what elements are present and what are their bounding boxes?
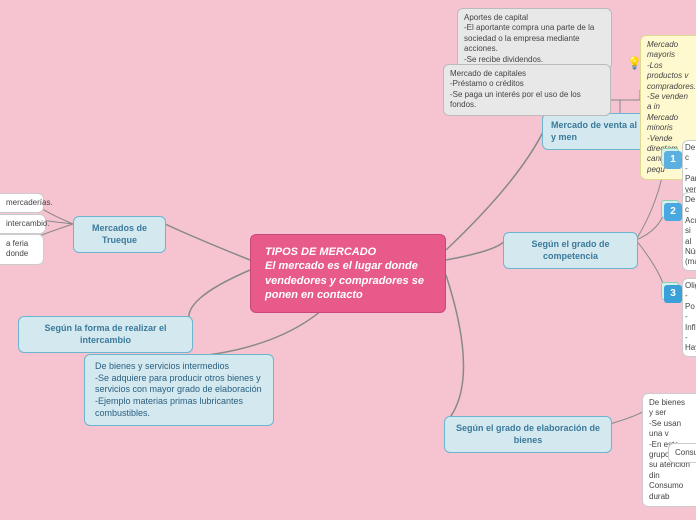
central-title: TIPOS DE MERCADO [265, 245, 431, 259]
comp-2: De c Acu si al Núm (má [682, 192, 696, 271]
badge-1: 1 [664, 151, 682, 169]
node-intercambio: Según la forma de realizar el intercambi… [18, 316, 193, 353]
detail-intermedios: De bienes y servicios intermedios -Se ad… [84, 354, 274, 426]
central-subtitle: El mercado es el lugar donde vendedores … [265, 259, 431, 302]
comp-3: Olig -Po -Infl -Hay [682, 278, 696, 357]
node-trueque: Mercados de Trueque [73, 216, 166, 253]
detail-consum: Consum [668, 443, 696, 463]
detail-aportes: Aportes de capital -El aportante compra … [457, 8, 612, 70]
badge-3: 3 [664, 285, 682, 303]
detail-capitales: Mercado de capitales -Préstamo o crédito… [443, 64, 611, 116]
badge-2: 2 [664, 203, 682, 221]
frag-intercambio: intercambio. [0, 214, 46, 234]
central-node: TIPOS DE MERCADO El mercado es el lugar … [250, 234, 446, 313]
node-elaboracion: Según el grado de elaboración de bienes [444, 416, 612, 453]
frag-feria: a feria donde [0, 234, 44, 265]
bulb-icon: 💡 [627, 56, 642, 70]
node-competencia: Según el grado de competencia [503, 232, 638, 269]
frag-mercaderias: mercaderías. [0, 193, 44, 213]
